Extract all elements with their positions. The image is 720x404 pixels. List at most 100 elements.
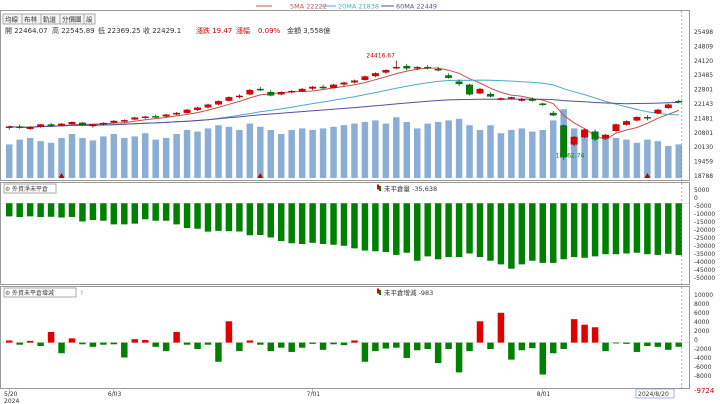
toolbar: 均線 布林 軌道 分價圖 設 bbox=[2, 13, 96, 25]
chg-selector[interactable] bbox=[3, 287, 77, 298]
chg-tick-label: -6000 bbox=[694, 364, 712, 371]
help-icon[interactable]: ? bbox=[80, 290, 83, 297]
oi-selector[interactable] bbox=[3, 183, 57, 194]
info-amount: 金額 3,558億 bbox=[287, 26, 330, 35]
chg-bar bbox=[403, 342, 411, 358]
candle-body bbox=[309, 86, 317, 89]
candle-body bbox=[37, 124, 45, 127]
oi-bar bbox=[612, 203, 620, 255]
volume-bar bbox=[549, 120, 557, 178]
oi-bar bbox=[602, 203, 609, 255]
volume-bar bbox=[79, 138, 86, 178]
volume-bar bbox=[16, 139, 23, 178]
oi-bar bbox=[37, 203, 44, 218]
volume-bar bbox=[424, 123, 431, 178]
oi-bar bbox=[89, 203, 97, 220]
candle-body bbox=[455, 81, 463, 85]
volume-bar bbox=[351, 123, 358, 178]
ma20-line bbox=[9, 79, 679, 128]
volume-bar bbox=[413, 128, 421, 178]
oi-tick-label: 0 bbox=[694, 195, 698, 202]
chg-bar bbox=[372, 342, 379, 352]
oi-legend-swatch-green bbox=[379, 186, 381, 191]
candle-body bbox=[507, 97, 515, 99]
chg-bar bbox=[351, 340, 358, 343]
oi-bar bbox=[591, 203, 599, 257]
oi-bar bbox=[518, 203, 526, 265]
oi-bar bbox=[351, 203, 358, 249]
price-tick-label: 24120 bbox=[694, 58, 713, 65]
candle-body bbox=[413, 66, 421, 69]
candle-body bbox=[68, 122, 76, 125]
chg-bar bbox=[340, 342, 348, 346]
tab-settings-label: 設 bbox=[86, 15, 93, 24]
volume-bar bbox=[434, 122, 442, 178]
x-year-label: 2024 bbox=[4, 398, 19, 404]
chg-bar bbox=[644, 342, 651, 346]
volume-bar bbox=[623, 139, 630, 178]
chg-bar bbox=[445, 342, 452, 349]
volume-bar bbox=[173, 134, 180, 178]
candle-body bbox=[382, 70, 390, 73]
oi-bar bbox=[277, 203, 285, 242]
current-chg-label: -9724 bbox=[694, 387, 715, 395]
chg-bar bbox=[602, 342, 609, 352]
candle-body bbox=[152, 116, 160, 118]
volume-bar bbox=[100, 136, 107, 178]
oi-bar bbox=[298, 203, 306, 244]
oi-bar bbox=[330, 203, 337, 245]
oi-selector-label: 外資淨未平倉 bbox=[12, 185, 48, 193]
price-tick-label: 19459 bbox=[694, 159, 713, 166]
chg-bar bbox=[309, 342, 316, 344]
volume-bar bbox=[225, 126, 233, 178]
chg-bar bbox=[675, 342, 683, 347]
candle-body bbox=[141, 116, 149, 119]
volume-bar bbox=[68, 134, 76, 178]
chg-bar bbox=[267, 342, 275, 352]
volume-bar bbox=[393, 117, 400, 178]
ma20-legend-label: 20MA 21838 bbox=[338, 3, 379, 11]
candle-body bbox=[267, 92, 275, 96]
volume-bar bbox=[246, 123, 254, 178]
price-tick-label: 21481 bbox=[694, 115, 713, 122]
candle-body bbox=[654, 109, 662, 114]
oi-bar bbox=[581, 203, 588, 258]
chg-tick-label: 4000 bbox=[694, 319, 709, 326]
volume-bar bbox=[487, 125, 494, 178]
volume-bar bbox=[131, 136, 139, 178]
chg-bar bbox=[288, 342, 295, 352]
volume-bar bbox=[382, 123, 390, 178]
oi-bar bbox=[309, 203, 316, 243]
volume-bar bbox=[518, 128, 526, 178]
oi-layer bbox=[1, 202, 689, 269]
chg-bar bbox=[361, 342, 369, 362]
tab-settings[interactable] bbox=[83, 13, 96, 25]
candle-body bbox=[581, 129, 589, 138]
ma5-legend-label: 5MA 22222 bbox=[290, 3, 327, 11]
chg-bar bbox=[194, 342, 201, 349]
x-tick-label: 8/01 bbox=[537, 391, 551, 398]
oi-bar bbox=[529, 203, 536, 261]
volume-bar bbox=[675, 144, 683, 178]
volume-bar bbox=[58, 138, 65, 178]
ma5-line bbox=[9, 67, 679, 141]
tab-volume-profile-label: 分價圖 bbox=[62, 15, 82, 24]
chg-bar bbox=[654, 342, 662, 347]
oi-bar bbox=[644, 203, 651, 255]
candle-body bbox=[235, 95, 243, 98]
chg-bar bbox=[141, 340, 149, 343]
candle-body bbox=[445, 75, 453, 78]
candle-body bbox=[120, 120, 128, 122]
candle-body bbox=[183, 109, 191, 113]
oi-bar bbox=[403, 203, 411, 253]
volume-bar bbox=[654, 141, 662, 178]
oi-bar bbox=[372, 203, 379, 252]
info-open: 開 22464.07 bbox=[5, 27, 48, 35]
oi-bar bbox=[497, 203, 505, 265]
oi-bar bbox=[487, 203, 494, 261]
candle-body bbox=[162, 114, 170, 117]
info-close: 收 22429.1 bbox=[143, 26, 181, 35]
oi-selector-gear-icon: ⚙ bbox=[5, 186, 10, 193]
chg-bar bbox=[37, 342, 44, 346]
oi-bar bbox=[110, 203, 118, 225]
